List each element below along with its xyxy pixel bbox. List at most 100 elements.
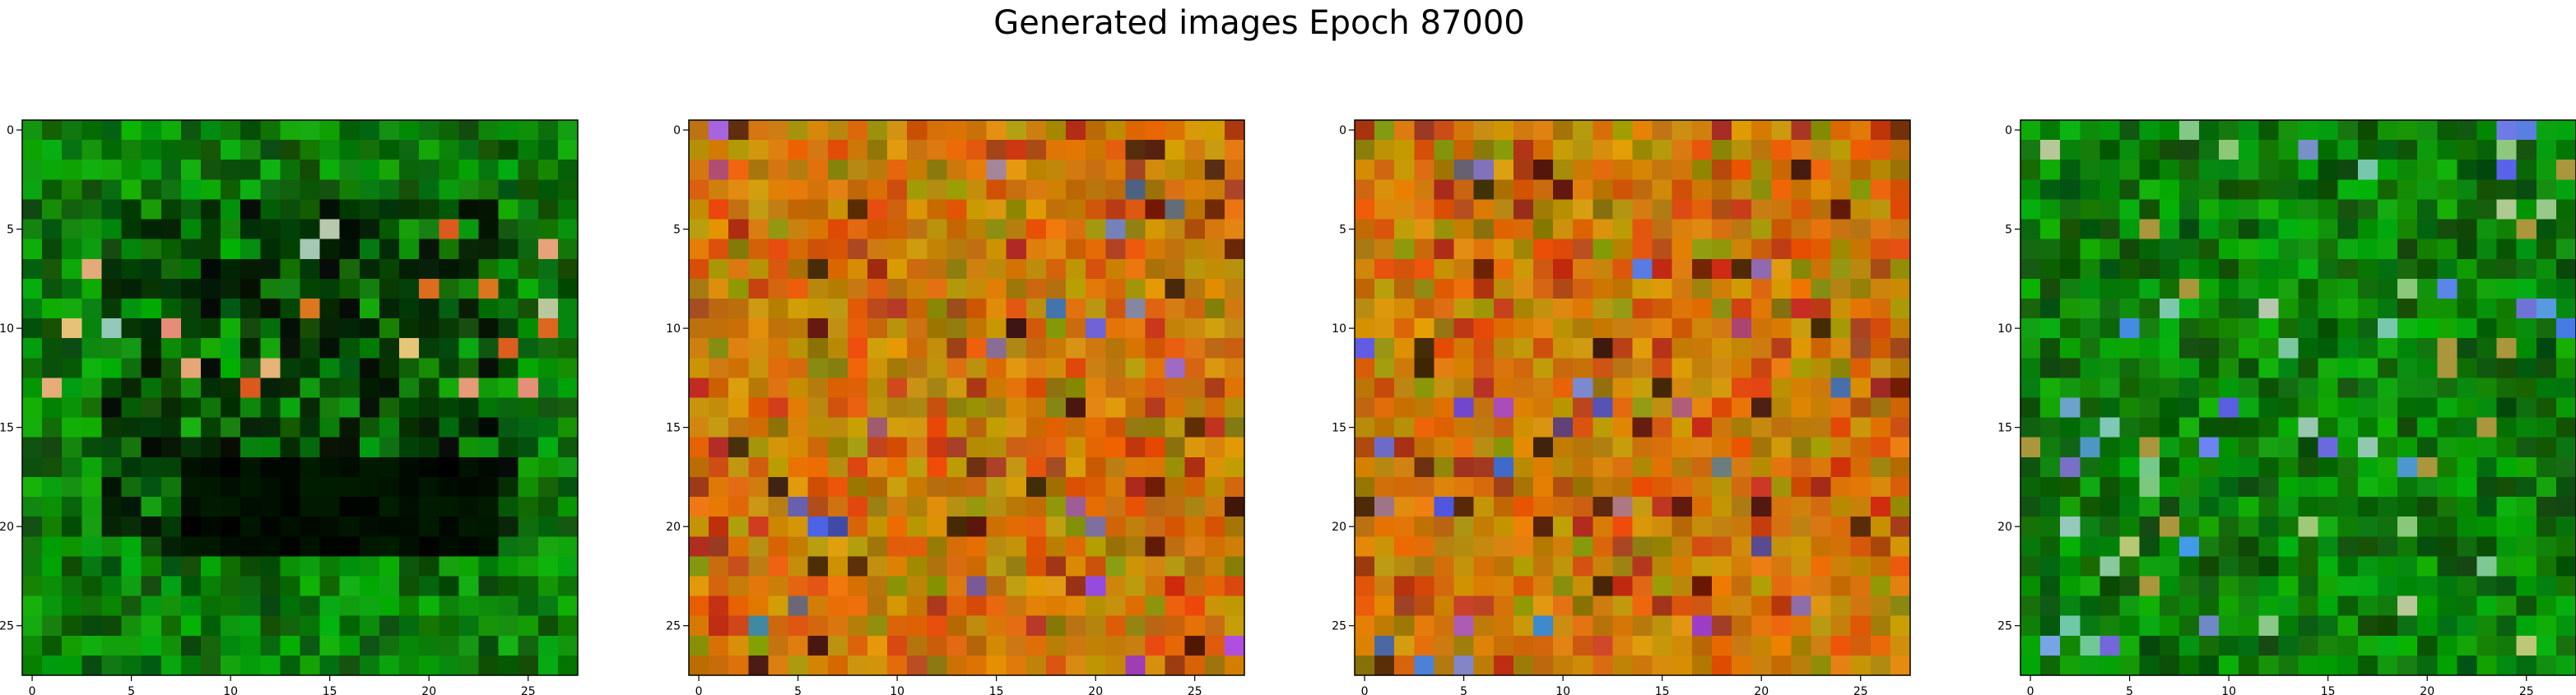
image-2-pixel xyxy=(987,120,1007,141)
image-2-pixel xyxy=(967,160,988,180)
image-3-pixel xyxy=(1692,616,1713,637)
image-2-pixel xyxy=(927,497,947,517)
image-2-pixel xyxy=(808,616,829,637)
image-3-pixel xyxy=(1653,418,1673,438)
image-4-pixel xyxy=(2318,596,2339,617)
image-4-pixel xyxy=(2199,338,2220,359)
image-1-pixel xyxy=(42,477,63,498)
image-3-pixel xyxy=(1533,279,1554,299)
image-1-pixel xyxy=(280,477,300,498)
image-2-pixel xyxy=(1086,576,1106,596)
image-4-pixel xyxy=(2239,160,2259,180)
image-2-pixel xyxy=(967,299,988,319)
image-2-pixel xyxy=(1125,497,1146,517)
image-4-pixel xyxy=(2378,358,2398,378)
image-4-pixel xyxy=(2299,418,2319,438)
image-3-pixel xyxy=(1374,596,1395,617)
image-2-ytick-label: 5 xyxy=(673,224,681,237)
image-2-pixel xyxy=(828,160,849,180)
image-1-pixel xyxy=(300,418,321,438)
image-4-pixel xyxy=(2080,438,2100,458)
image-2-pixel xyxy=(987,279,1007,299)
image-1-pixel xyxy=(379,556,400,577)
image-2-pixel xyxy=(967,517,988,537)
image-1-pixel xyxy=(161,438,182,458)
image-3-pixel xyxy=(1454,576,1475,596)
image-2-pixel xyxy=(967,636,988,656)
image-3-pixel xyxy=(1494,477,1514,498)
image-4-pixel xyxy=(2258,140,2279,160)
image-1-pixel xyxy=(22,338,43,359)
image-1-pixel xyxy=(221,199,241,220)
image-2-pixel xyxy=(1185,299,1206,319)
image-3-pixel xyxy=(1474,279,1495,299)
image-4-pixel xyxy=(2378,477,2398,498)
image-1-pixel xyxy=(181,418,202,438)
image-4-pixel xyxy=(2318,497,2339,517)
image-3-pixel xyxy=(1394,378,1415,398)
image-3-pixel xyxy=(1771,477,1792,498)
image-1-pixel xyxy=(518,259,539,280)
image-4-pixel xyxy=(2020,517,2041,537)
image-3-pixel xyxy=(1712,140,1732,160)
image-4-pixel xyxy=(2219,636,2239,656)
image-1-pixel xyxy=(340,517,360,537)
image-4-pixel xyxy=(2338,556,2359,577)
image-1-pixel xyxy=(399,279,420,299)
image-3-pixel xyxy=(1454,239,1475,260)
image-3-pixel xyxy=(1732,656,1752,676)
image-3-pixel xyxy=(1553,199,1574,220)
image-3-pixel xyxy=(1434,418,1454,438)
image-2-pixel xyxy=(1026,120,1047,141)
image-2-pixel xyxy=(848,576,868,596)
image-3-pixel xyxy=(1751,179,1772,200)
image-2-pixel xyxy=(907,220,928,240)
image-4-pixel xyxy=(2457,140,2477,160)
image-3-pixel xyxy=(1414,418,1434,438)
image-3-pixel xyxy=(1831,398,1852,419)
image-2-pixel xyxy=(1145,517,1165,537)
image-4-pixel xyxy=(2378,398,2398,419)
image-3-ytick-label: 25 xyxy=(1332,620,1346,633)
image-1-pixel xyxy=(122,299,142,319)
image-4-pixel xyxy=(2556,318,2576,339)
image-4-pixel xyxy=(2219,556,2239,577)
image-2-pixel xyxy=(1007,656,1027,676)
image-2-pixel xyxy=(907,536,928,557)
image-3-pixel xyxy=(1593,418,1613,438)
image-3-pixel xyxy=(1712,576,1732,596)
image-2-pixel xyxy=(689,239,709,260)
image-1-pixel xyxy=(538,517,559,537)
image-3-pixel xyxy=(1474,596,1495,617)
image-3-pixel xyxy=(1771,636,1792,656)
image-2-pixel xyxy=(887,616,908,637)
image-2-pixel xyxy=(987,457,1007,478)
image-2-pixel xyxy=(848,438,868,458)
image-4-pixel xyxy=(2437,318,2457,339)
image-1-pixel xyxy=(42,398,63,419)
image-3-pixel xyxy=(1454,556,1475,577)
image-3-pixel xyxy=(1712,636,1732,656)
image-1-pixel xyxy=(379,239,400,260)
image-1-pixel xyxy=(81,656,102,676)
image-2-pixel xyxy=(1165,338,1186,359)
image-3-pixel xyxy=(1394,259,1415,280)
image-3-pixel xyxy=(1771,239,1792,260)
image-3-pixel xyxy=(1573,517,1593,537)
image-1-pixel xyxy=(142,477,162,498)
image-3-pixel xyxy=(1593,536,1613,557)
image-1-pixel xyxy=(538,497,559,517)
image-4-pixel xyxy=(2140,457,2160,478)
image-1-pixel xyxy=(101,536,122,557)
image-4-pixel xyxy=(2417,358,2438,378)
image-1-pixel xyxy=(240,220,261,240)
image-2-pixel xyxy=(1225,140,1245,160)
image-2-pixel xyxy=(728,536,749,557)
image-3-pixel xyxy=(1791,636,1811,656)
image-1-pixel xyxy=(518,517,539,537)
image-3-pixel xyxy=(1791,497,1811,517)
image-2-pixel xyxy=(1145,556,1165,577)
image-3-pixel xyxy=(1414,497,1434,517)
image-1-pixel xyxy=(558,438,579,458)
image-3-pixel xyxy=(1474,636,1495,656)
